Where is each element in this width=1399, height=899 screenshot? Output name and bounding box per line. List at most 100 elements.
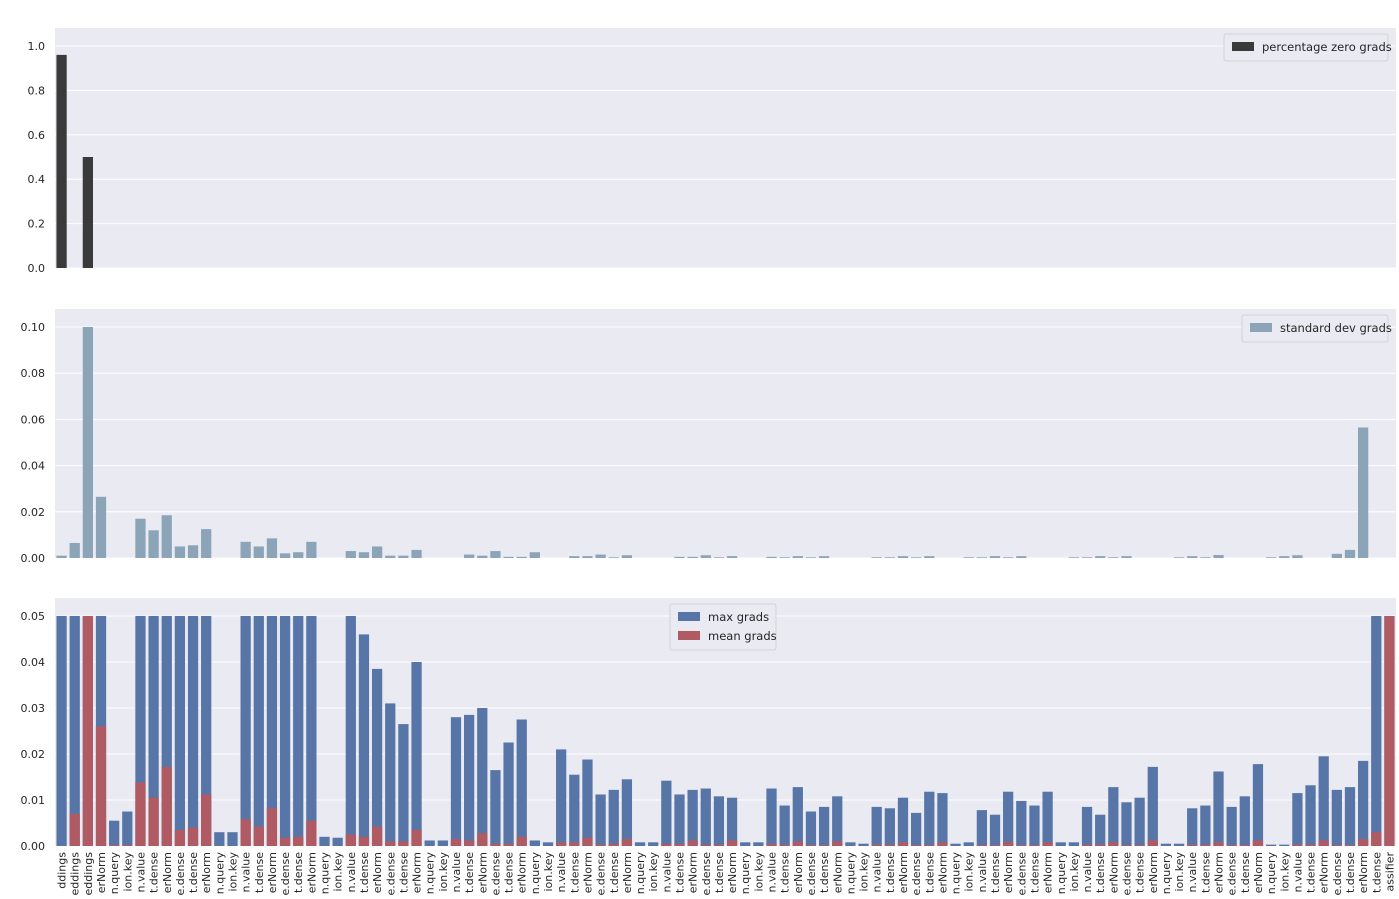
bar-mean-grads xyxy=(911,845,922,846)
bar-standard-dev-grads xyxy=(187,545,199,558)
bar-standard-dev-grads xyxy=(95,496,107,558)
bar-standard-dev-grads xyxy=(621,555,633,558)
bar-standard-dev-grads xyxy=(201,529,212,558)
bar-mean-grads xyxy=(503,843,514,846)
x-tick-label: n.query xyxy=(1055,852,1068,895)
bar-max-grads xyxy=(845,842,856,846)
bar-mean-grads xyxy=(240,819,251,846)
bar-mean-grads xyxy=(293,836,304,846)
bar-mean-grads xyxy=(595,844,606,846)
x-tick-label: eddings xyxy=(69,852,82,896)
bar-standard-dev-grads xyxy=(976,557,987,558)
bar-mean-grads xyxy=(726,840,738,846)
y-tick-label: 0.6 xyxy=(28,129,46,142)
y-tick-label: 0.00 xyxy=(21,840,46,853)
bar-max-grads xyxy=(911,812,922,846)
bar-mean-grads xyxy=(818,845,830,846)
bar-mean-grads xyxy=(661,843,672,846)
x-tick-label: n.query xyxy=(529,852,542,895)
bar-mean-grads xyxy=(779,844,790,846)
bar-mean-grads xyxy=(792,841,803,846)
bar-standard-dev-grads xyxy=(884,557,895,558)
bar-max-grads xyxy=(1226,806,1237,846)
bar-max-grads xyxy=(174,616,186,846)
x-tick-label: t.dense xyxy=(148,852,161,893)
x-tick-label: erNorm xyxy=(411,852,424,893)
bar-max-grads xyxy=(805,811,817,846)
legend-label: mean grads xyxy=(708,629,777,643)
bar-standard-dev-grads xyxy=(1121,556,1132,558)
x-tick-label: assifier xyxy=(1383,852,1396,892)
bar-mean-grads xyxy=(1213,842,1224,846)
bar-max-grads xyxy=(1239,796,1250,846)
x-tick-label: ion.key xyxy=(542,852,555,892)
y-tick-label: 0.2 xyxy=(28,218,46,231)
bar-max-grads xyxy=(503,742,514,846)
bar-mean-grads xyxy=(884,844,895,846)
bar-standard-dev-grads xyxy=(1213,554,1224,558)
bar-max-grads xyxy=(477,708,488,846)
bar-standard-dev-grads xyxy=(385,555,396,558)
x-tick-label: t.dense xyxy=(818,852,831,893)
bar-max-grads xyxy=(464,714,475,846)
bar-mean-grads xyxy=(700,844,711,846)
bar-mean-grads xyxy=(1371,832,1382,846)
bar-max-grads xyxy=(1134,797,1145,846)
x-tick-label: e.dense xyxy=(805,852,818,896)
bar-max-grads xyxy=(1200,805,1211,846)
x-tick-label: erNorm xyxy=(305,852,318,893)
bar-mean-grads xyxy=(989,845,1001,846)
bar-max-grads xyxy=(1055,842,1066,846)
bar-standard-dev-grads xyxy=(582,556,593,558)
bar-max-grads xyxy=(1265,844,1277,846)
bar-standard-dev-grads xyxy=(963,557,974,558)
bar-standard-dev-grads xyxy=(1344,549,1356,558)
bar-max-grads xyxy=(989,814,1001,846)
x-tick-label: erNorm xyxy=(831,852,844,893)
x-tick-label: erNorm xyxy=(1002,852,1015,893)
x-tick-label: t.dense xyxy=(1370,852,1383,893)
x-tick-labels: ddings eddings eddings erNorm n.query ion.key… xyxy=(56,852,1397,896)
x-tick-label: erNorm xyxy=(1147,852,1160,893)
y-tick-label: 0.8 xyxy=(28,84,46,97)
x-tick-label: n.query xyxy=(950,852,963,895)
x-tick-label: erNorm xyxy=(266,852,279,893)
bar-standard-dev-grads xyxy=(148,530,159,558)
bar-standard-dev-grads xyxy=(1265,557,1277,558)
legend-swatch xyxy=(678,612,700,621)
bar-mean-grads xyxy=(135,782,146,846)
x-tick-label: t.dense xyxy=(397,852,410,893)
bar-mean-grads xyxy=(201,794,212,846)
bar-standard-dev-grads xyxy=(69,542,80,558)
bar-mean-grads xyxy=(490,843,501,846)
y-tick-label: 0.0 xyxy=(28,262,46,275)
bar-max-grads xyxy=(818,806,830,846)
x-tick-label: erNorm xyxy=(1042,852,1055,893)
bar-max-grads xyxy=(1318,756,1329,846)
bar-max-grads xyxy=(345,616,356,846)
bar-mean-grads xyxy=(1305,844,1316,846)
bar-max-grads xyxy=(1016,800,1027,846)
x-tick-label: n.value xyxy=(660,852,673,893)
bar-mean-grads xyxy=(306,820,317,846)
bar-standard-dev-grads xyxy=(490,551,501,558)
bar-standard-dev-grads xyxy=(1003,557,1014,558)
x-tick-label: n.value xyxy=(240,852,253,893)
bar-max-grads xyxy=(621,779,633,846)
x-tick-label: n.value xyxy=(766,852,779,893)
x-tick-label: e.dense xyxy=(384,852,397,896)
x-tick-label: t.dense xyxy=(1134,852,1147,893)
x-tick-label: e.dense xyxy=(489,852,502,896)
x-tick-label: e.dense xyxy=(174,852,187,896)
bar-mean-grads xyxy=(516,836,527,846)
x-tick-label: t.dense xyxy=(292,852,305,893)
bar-mean-grads xyxy=(82,616,93,846)
x-tick-label: n.value xyxy=(1081,852,1094,893)
bar-mean-grads xyxy=(1147,840,1158,846)
bar-max-grads xyxy=(529,840,540,846)
x-tick-label: erNorm xyxy=(1318,852,1331,893)
bar-max-grads xyxy=(1121,802,1132,846)
bar-standard-dev-grads xyxy=(1173,557,1185,558)
bar-max-grads xyxy=(1305,785,1316,846)
bar-max-grads xyxy=(1029,805,1040,846)
